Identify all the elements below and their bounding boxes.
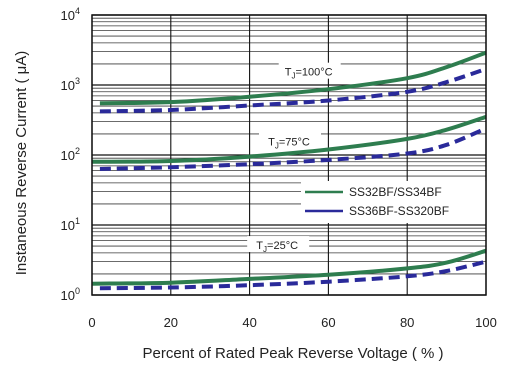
series-line	[99, 126, 487, 171]
legend-box	[301, 181, 486, 223]
series-line	[99, 50, 487, 106]
legend-label: SS36BF-SS320BF	[349, 204, 449, 218]
temperature-label: TJ=25°C	[256, 240, 298, 254]
legend-label: SS32BF/SS34BF	[349, 185, 442, 199]
series-line	[99, 67, 487, 114]
x-tick-label: 20	[164, 315, 178, 330]
x-tick-labels: 0 20 40 60 80 100	[88, 315, 496, 330]
y-tick-label: 104	[61, 6, 80, 23]
x-tick-label: 40	[242, 315, 256, 330]
temperature-label-bg	[247, 236, 310, 253]
series-line	[91, 248, 487, 286]
temperature-label: TJ=75°C	[268, 137, 310, 151]
x-tick-label: 60	[321, 315, 335, 330]
series-line	[99, 259, 487, 291]
temperature-label-bg	[259, 132, 321, 149]
plot-frame	[91, 14, 487, 296]
x-tick-label: 80	[400, 315, 414, 330]
y-tick-label: 102	[61, 146, 80, 163]
y-axis-label: Instaneous Reverse Current ( μA)	[13, 51, 30, 276]
legend: SS32BF/SS34BF SS36BF-SS320BF	[301, 181, 486, 223]
y-tick-label: 101	[61, 216, 80, 233]
x-tick-label: 100	[475, 315, 497, 330]
y-tick-label: 100	[61, 286, 80, 303]
series-line	[91, 114, 487, 164]
temperature-label-bg	[278, 62, 341, 79]
y-tick-label: 103	[61, 76, 80, 93]
x-tick-label: 0	[88, 315, 95, 330]
series-lines	[91, 50, 487, 291]
x-axis-label: Percent of Rated Peak Reverse Voltage ( …	[143, 345, 444, 362]
temperature-label: TJ=100°C	[285, 67, 333, 81]
y-tick-labels: 100 101 102 103 104	[61, 6, 80, 303]
temperature-labels: TJ=100°C TJ=75°C TJ=25°C	[247, 62, 341, 254]
